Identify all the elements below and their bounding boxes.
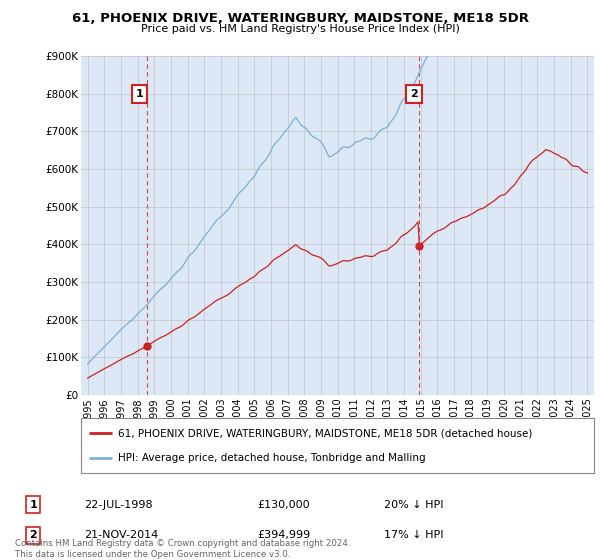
Text: 2: 2 bbox=[410, 88, 418, 99]
Text: 17% ↓ HPI: 17% ↓ HPI bbox=[383, 530, 443, 540]
Text: HPI: Average price, detached house, Tonbridge and Malling: HPI: Average price, detached house, Tonb… bbox=[118, 454, 425, 463]
Text: 20% ↓ HPI: 20% ↓ HPI bbox=[383, 500, 443, 510]
Text: 22-JUL-1998: 22-JUL-1998 bbox=[84, 500, 153, 510]
Text: £130,000: £130,000 bbox=[257, 500, 310, 510]
Text: £394,999: £394,999 bbox=[257, 530, 310, 540]
Text: 61, PHOENIX DRIVE, WATERINGBURY, MAIDSTONE, ME18 5DR (detached house): 61, PHOENIX DRIVE, WATERINGBURY, MAIDSTO… bbox=[118, 428, 532, 438]
Text: 61, PHOENIX DRIVE, WATERINGBURY, MAIDSTONE, ME18 5DR: 61, PHOENIX DRIVE, WATERINGBURY, MAIDSTO… bbox=[71, 12, 529, 25]
Point bbox=[142, 342, 152, 351]
Text: Contains HM Land Registry data © Crown copyright and database right 2024.
This d: Contains HM Land Registry data © Crown c… bbox=[15, 539, 350, 559]
Text: 21-NOV-2014: 21-NOV-2014 bbox=[84, 530, 158, 540]
Text: 1: 1 bbox=[136, 88, 143, 99]
Text: 1: 1 bbox=[29, 500, 37, 510]
Text: 2: 2 bbox=[29, 530, 37, 540]
Text: Price paid vs. HM Land Registry's House Price Index (HPI): Price paid vs. HM Land Registry's House … bbox=[140, 24, 460, 34]
Point bbox=[414, 241, 424, 250]
